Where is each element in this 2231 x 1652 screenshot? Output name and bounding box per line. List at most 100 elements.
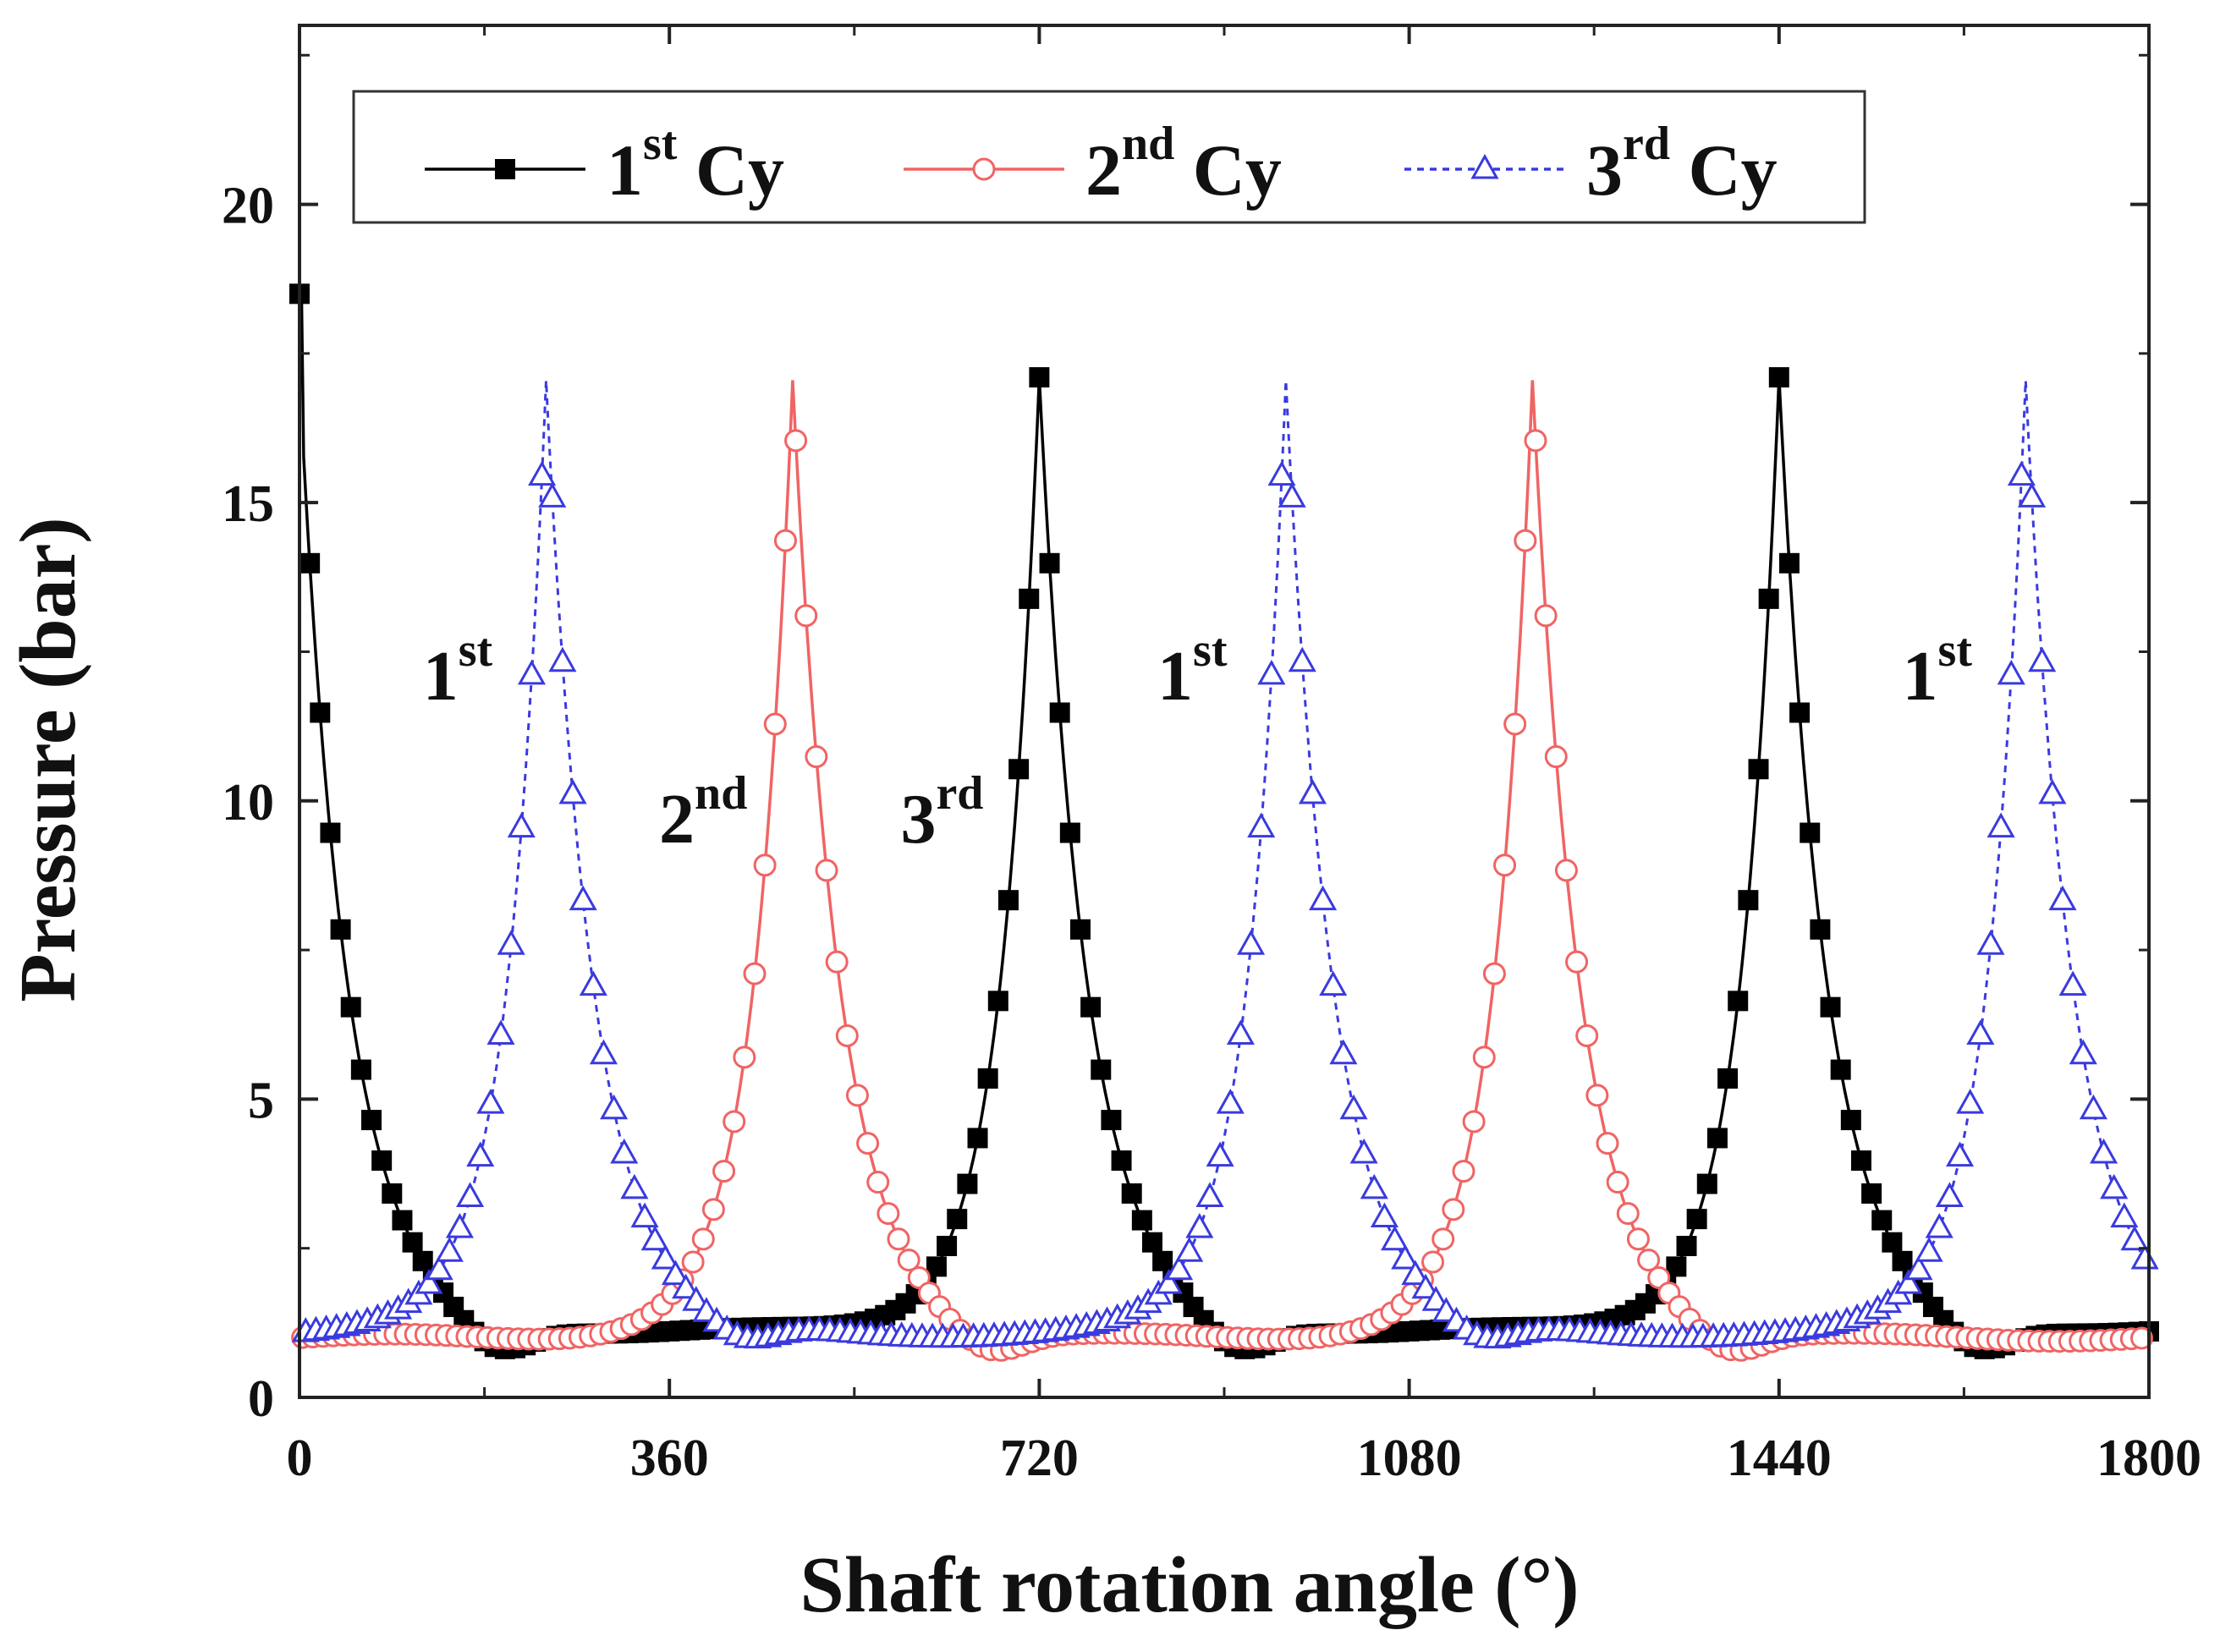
series-3-marker bbox=[1165, 1254, 1194, 1281]
series-2-marker bbox=[1626, 1227, 1650, 1251]
series-3-marker bbox=[672, 1273, 701, 1299]
series-1-marker bbox=[1758, 588, 1779, 609]
series-3-marker bbox=[2048, 885, 2077, 911]
series-1-marker bbox=[1131, 1210, 1152, 1231]
series-1-marker bbox=[299, 552, 321, 574]
series-1-marker bbox=[1059, 822, 1080, 843]
series-3-marker bbox=[1894, 1269, 1923, 1294]
series-2-marker bbox=[1616, 1202, 1640, 1226]
series-3-marker bbox=[1247, 812, 1276, 838]
cylinder-annotation: 3rd bbox=[900, 767, 983, 859]
cylinder-annotation: 1st bbox=[1157, 624, 1228, 716]
series-3-marker bbox=[640, 1225, 669, 1251]
series-3-marker bbox=[1206, 1141, 1234, 1167]
series-2-marker bbox=[763, 712, 787, 736]
series-3-marker bbox=[1216, 1089, 1245, 1114]
series-1-marker bbox=[1778, 552, 1800, 574]
series-2-marker bbox=[733, 1046, 756, 1069]
series-1-marker bbox=[330, 919, 351, 940]
y-axis-title: Pressure (bar) bbox=[4, 517, 92, 1002]
cylinder-annotation: 1st bbox=[423, 624, 493, 716]
series-1-marker bbox=[1666, 1256, 1687, 1277]
series-2-marker bbox=[1585, 1084, 1609, 1107]
legend-label-3: 3rd Cy bbox=[1586, 118, 1778, 211]
series-2-marker bbox=[701, 1198, 725, 1221]
series-3-marker bbox=[1421, 1286, 1450, 1311]
series-2-marker bbox=[1606, 1171, 1629, 1194]
series-3-marker bbox=[517, 659, 547, 685]
series-2-marker bbox=[681, 1250, 705, 1274]
series-2-marker bbox=[1452, 1160, 1475, 1183]
series-1-marker bbox=[1810, 919, 1831, 940]
series-3-marker bbox=[1237, 930, 1266, 955]
series-3-marker bbox=[1185, 1213, 1214, 1238]
series-3-marker bbox=[1195, 1182, 1224, 1207]
series-1-marker bbox=[1800, 822, 1821, 843]
series-2-marker bbox=[1575, 1024, 1599, 1047]
series-3-marker bbox=[1997, 659, 2025, 685]
series-1-marker bbox=[937, 1236, 958, 1257]
series-3-marker bbox=[579, 970, 607, 996]
series-3-marker bbox=[2090, 1138, 2118, 1164]
series-2-marker bbox=[866, 1171, 890, 1194]
series-3-marker bbox=[2130, 1243, 2159, 1270]
series-1-marker bbox=[1101, 1110, 1122, 1131]
series-1-marker bbox=[1738, 890, 1759, 911]
series-2-marker bbox=[1565, 950, 1589, 974]
series-2-marker bbox=[1442, 1198, 1465, 1221]
series-3-marker bbox=[1956, 1089, 1985, 1114]
series-1-marker bbox=[1768, 367, 1789, 388]
series-3-marker bbox=[1319, 970, 1348, 996]
x-tick-label: 1440 bbox=[1727, 1430, 1832, 1487]
series-3-marker bbox=[456, 1182, 485, 1207]
series-2-marker bbox=[1493, 853, 1517, 877]
cylinder-annotation: 1st bbox=[1903, 624, 1973, 716]
series-1-marker bbox=[1820, 996, 1841, 1018]
series-2-marker bbox=[753, 853, 777, 877]
series-2-marker bbox=[876, 1202, 900, 1226]
legend-marker-2 bbox=[972, 157, 996, 181]
series-3-marker bbox=[1381, 1225, 1409, 1251]
series-3-marker bbox=[2058, 970, 2087, 996]
series-3-marker bbox=[528, 460, 557, 486]
series-3-marker bbox=[2110, 1202, 2139, 1228]
series-3-marker bbox=[2017, 482, 2047, 508]
series-1-marker bbox=[1706, 1128, 1728, 1149]
series-3-marker bbox=[2028, 646, 2057, 672]
series-2-marker bbox=[712, 1160, 736, 1183]
series-1-marker bbox=[1008, 759, 1030, 780]
series-3-marker bbox=[486, 1019, 515, 1046]
y-tick-label: 5 bbox=[248, 1072, 274, 1129]
series-1-marker bbox=[1840, 1110, 1861, 1131]
series-2-marker bbox=[2129, 1326, 2153, 1350]
y-tick-label: 20 bbox=[222, 178, 274, 235]
cylinder-annotation: 2nd bbox=[659, 767, 747, 859]
series-2-marker bbox=[1462, 1110, 1486, 1133]
series-3-marker bbox=[435, 1237, 464, 1262]
series-2-marker bbox=[1647, 1265, 1671, 1289]
series-3-marker bbox=[507, 812, 536, 838]
series-3-marker bbox=[620, 1173, 649, 1199]
series-1-marker bbox=[1069, 919, 1091, 940]
series-3-marker bbox=[630, 1202, 659, 1228]
series-1-marker bbox=[1748, 759, 1769, 780]
series-3-marker bbox=[1360, 1173, 1388, 1199]
series-1-marker bbox=[1871, 1210, 1893, 1231]
series-2-marker bbox=[743, 962, 767, 985]
series-3-marker bbox=[569, 885, 597, 911]
series-1-marker bbox=[1039, 552, 1060, 574]
series-2-marker bbox=[691, 1227, 715, 1251]
series-1-marker bbox=[957, 1173, 978, 1194]
series-1-marker bbox=[340, 996, 361, 1018]
series-3-marker bbox=[2007, 460, 2036, 486]
series-2-marker bbox=[1637, 1249, 1661, 1272]
series-3-marker bbox=[1288, 646, 1316, 672]
series-3-marker bbox=[425, 1254, 453, 1281]
series-3-marker bbox=[1298, 778, 1327, 804]
series-3-marker bbox=[2069, 1039, 2097, 1065]
series-1-marker bbox=[997, 890, 1019, 911]
series-1-marker bbox=[1789, 702, 1811, 723]
series-1-marker bbox=[1029, 367, 1050, 388]
series-1-marker bbox=[392, 1210, 413, 1231]
series-2-marker bbox=[1544, 745, 1568, 769]
